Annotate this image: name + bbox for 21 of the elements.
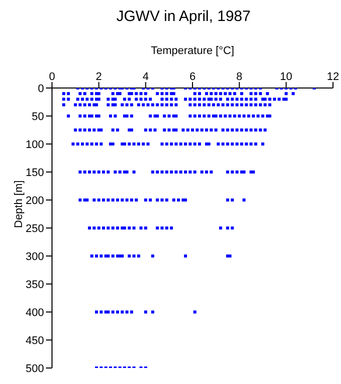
y-tick-label: 0 <box>38 82 44 95</box>
x-tick-label: 8 <box>236 71 242 83</box>
y-tick-label: 400 <box>26 306 44 319</box>
y-tick-label: 450 <box>26 334 44 347</box>
y-tick-label: 500 <box>26 362 44 375</box>
y-tick-label: 300 <box>26 250 44 263</box>
y-tick-label: 200 <box>26 194 44 207</box>
y-tick-label: 50 <box>32 110 44 123</box>
x-tick-label: 6 <box>189 71 196 83</box>
y-tick-label: 250 <box>26 222 44 235</box>
x-axis-title: Temperature [°C] <box>150 44 234 57</box>
x-tick-label: 0 <box>48 71 56 83</box>
x-tick-label: 4 <box>142 71 149 83</box>
chart-title: JGWV in April, 1987 <box>115 8 252 27</box>
x-tick-label: 12 <box>326 71 340 83</box>
y-tick-label: 100 <box>26 138 44 151</box>
y-tick-label: 350 <box>26 278 44 291</box>
x-tick-label: 10 <box>280 71 292 83</box>
y-axis-title: Depth [m] <box>12 180 25 228</box>
y-tick-label: 150 <box>26 166 44 179</box>
x-tick-label: 2 <box>96 71 102 83</box>
